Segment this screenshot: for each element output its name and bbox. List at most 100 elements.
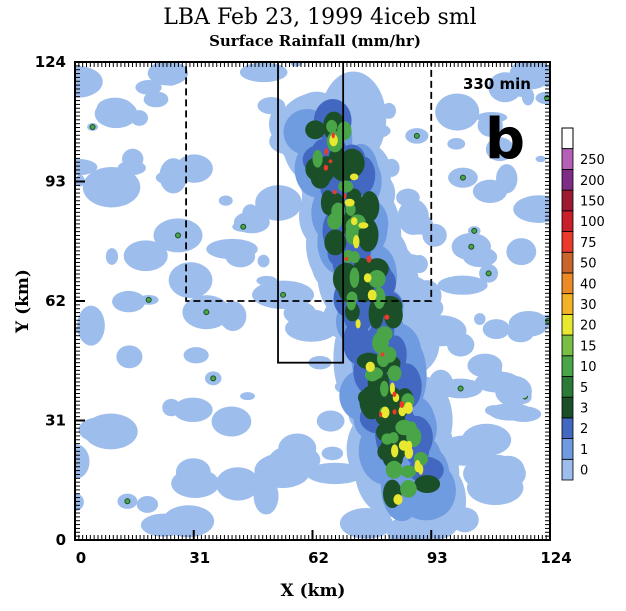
chart-subtitle: Surface Rainfall (mm/hr) (209, 32, 421, 50)
rain-cell (378, 411, 383, 418)
rain-cell (414, 459, 421, 473)
rain-cell (324, 229, 347, 256)
rain-cell (475, 444, 497, 458)
colorbar-label: 200 (580, 174, 605, 189)
rain-cell (306, 462, 365, 485)
rain-cell (496, 164, 518, 194)
rain-cell (359, 386, 381, 418)
rain-cell (389, 382, 395, 395)
rain-cell (367, 289, 377, 301)
rain-cell (175, 154, 213, 183)
rain-cell (384, 314, 390, 320)
rain-cell (83, 413, 138, 450)
domain-box (277, 61, 345, 364)
colorbar-swatch (561, 272, 574, 295)
rain-cell (173, 397, 213, 423)
colorbar-label: 20 (580, 319, 597, 334)
rain-core (203, 309, 210, 316)
colorbar-label: 250 (580, 153, 605, 168)
colorbar-swatch (561, 251, 574, 274)
rain-cell (380, 352, 385, 357)
rain-cell (327, 212, 343, 230)
rain-cell (211, 406, 252, 437)
rain-cell (117, 160, 146, 176)
rain-cell (358, 222, 369, 229)
rain-cell (474, 371, 521, 393)
colorbar-swatch (561, 169, 574, 191)
rain-cell (168, 262, 213, 299)
rain-cell (268, 444, 321, 475)
rain-cell (75, 66, 103, 98)
y-tick-label: 0 (56, 531, 66, 549)
rain-cell (396, 188, 420, 207)
rain-cell (512, 386, 529, 399)
rain-cell (283, 301, 317, 325)
rain-cell (253, 477, 279, 515)
colorbar-swatch (561, 438, 574, 460)
rain-cell (403, 402, 413, 414)
rain-cell (242, 204, 259, 222)
rain-cell (116, 345, 143, 369)
rain-cell (376, 326, 393, 342)
rain-cell (395, 419, 414, 436)
rain-cell (349, 267, 360, 288)
rain-core (124, 498, 131, 505)
rain-cell (75, 325, 89, 335)
colorbar-label: 10 (580, 360, 597, 375)
rain-cell (183, 347, 209, 364)
rain-cell (240, 392, 255, 401)
rain-core (240, 223, 247, 230)
y-axis-label: Y (km) (13, 269, 33, 334)
rain-cell (377, 340, 387, 353)
rain-cell (323, 164, 329, 171)
rain-cell (161, 69, 181, 86)
colorbar-swatch (561, 189, 574, 212)
rain-core (457, 385, 464, 392)
chart-title: LBA Feb 23, 1999 4iceb sml (163, 5, 476, 30)
rain-cell (391, 444, 399, 458)
colorbar-label: 1 (580, 443, 588, 458)
rain-cell (399, 400, 405, 408)
rain-cell (171, 468, 220, 499)
colorbar-swatch (561, 458, 574, 481)
rain-cell (339, 507, 393, 539)
rain-cell (491, 455, 525, 486)
colorbar-label: 30 (580, 298, 597, 313)
rain-field (75, 62, 550, 540)
rain-cell (385, 460, 403, 479)
y-tick-label: 62 (45, 292, 66, 310)
rain-cell (355, 319, 361, 329)
rain-cell (344, 256, 349, 261)
colorbar-swatch (561, 417, 574, 439)
rain-cell (324, 148, 329, 156)
rain-cell (320, 190, 335, 215)
rain-cell (400, 465, 417, 478)
y-tick-label: 93 (45, 173, 66, 191)
x-axis-label: X (km) (281, 581, 346, 601)
rain-core (210, 375, 217, 382)
rain-cell (435, 93, 480, 131)
rain-cell (359, 191, 380, 223)
rain-cell (331, 132, 335, 139)
rain-cell (77, 305, 105, 346)
rain-cell (365, 361, 375, 372)
colorbar-label: 3 (580, 402, 588, 417)
rain-cell (376, 350, 390, 368)
rain-cell (143, 91, 169, 108)
rain-cell (393, 494, 403, 505)
rain-cell (381, 433, 393, 445)
rain-cell (352, 235, 360, 249)
rain-cell (256, 275, 278, 286)
rain-cell (96, 97, 134, 119)
rain-cell (515, 72, 539, 88)
colorbar-swatch (561, 376, 574, 398)
rain-cell (406, 440, 413, 452)
rain-cell (392, 391, 397, 397)
rain-cell (356, 352, 382, 370)
colorbar-label: 15 (580, 339, 597, 354)
rain-cell (343, 193, 347, 199)
rain-cell (346, 295, 356, 311)
rain-cell (373, 287, 386, 309)
rain-cell (513, 195, 550, 223)
